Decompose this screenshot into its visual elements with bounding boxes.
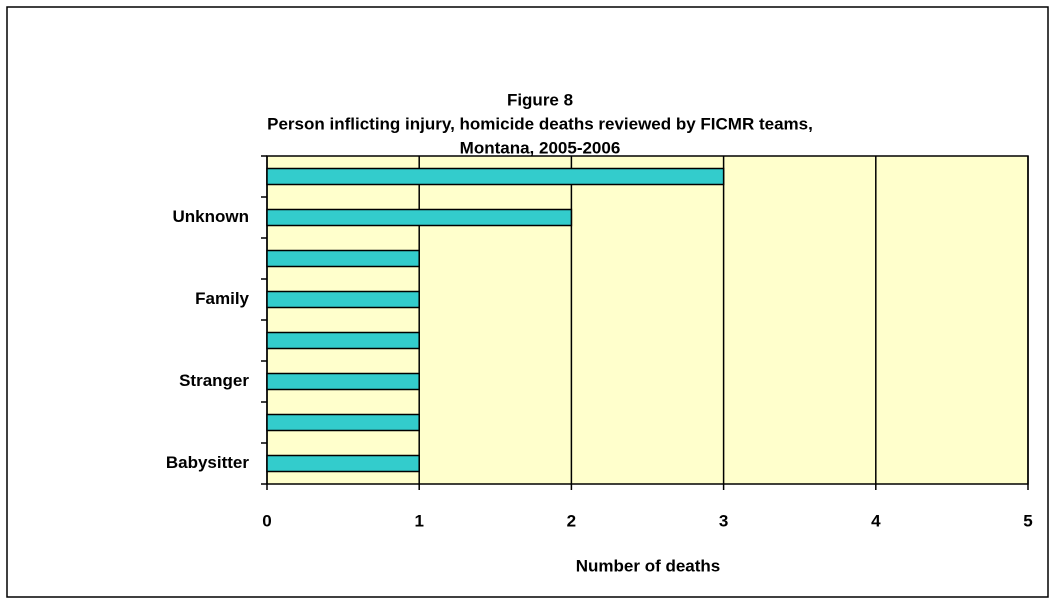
bar bbox=[266, 208, 573, 227]
chart-title: Figure 8 bbox=[507, 90, 573, 109]
bar bbox=[266, 372, 420, 391]
x-tick-label: 0 bbox=[262, 511, 271, 530]
bar bbox=[266, 413, 420, 432]
chart-subtitle: Montana, 2005-2006 bbox=[460, 138, 621, 157]
plot-area bbox=[266, 155, 1029, 485]
y-tick-label: Unknown bbox=[173, 207, 250, 226]
bar bbox=[266, 454, 420, 473]
chart-subtitle: Person inflicting injury, homicide death… bbox=[267, 114, 813, 133]
x-tick-label: 2 bbox=[567, 511, 576, 530]
x-tick-label: 1 bbox=[414, 511, 423, 530]
y-tick-label: Family bbox=[195, 289, 249, 308]
x-tick-label: 4 bbox=[871, 511, 881, 530]
bar bbox=[266, 290, 420, 309]
y-tick-label: Stranger bbox=[179, 371, 249, 390]
x-tick-label: 3 bbox=[719, 511, 728, 530]
bar bbox=[266, 331, 420, 350]
bar bbox=[266, 249, 420, 268]
x-axis-label: Number of deaths bbox=[576, 556, 721, 575]
y-tick-label: Babysitter bbox=[166, 453, 250, 472]
x-tick-label: 5 bbox=[1023, 511, 1032, 530]
bar bbox=[266, 167, 725, 186]
